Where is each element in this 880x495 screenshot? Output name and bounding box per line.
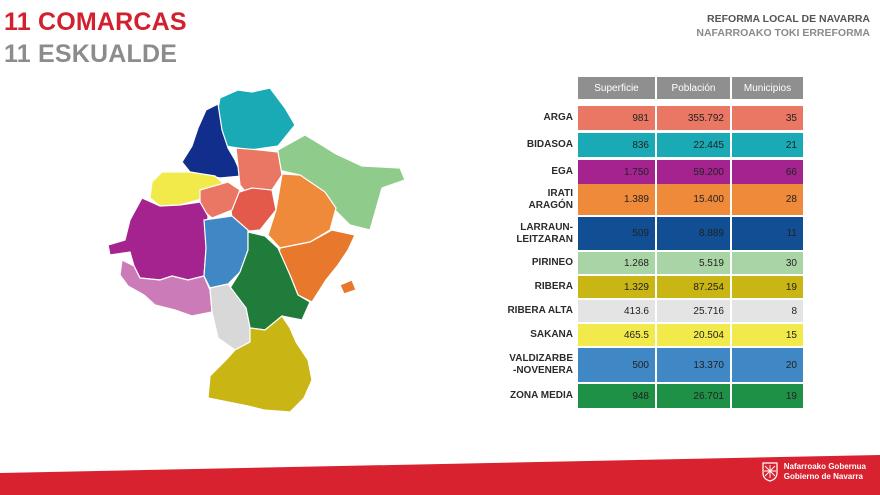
cell-municipios: 20 [732, 348, 803, 382]
row-label: LARRAUN- LEITZARAN [516, 221, 573, 245]
cell-superficie: 948 [578, 384, 655, 408]
cell-municipios: 11 [732, 217, 803, 250]
col-header-municipios: Municipios [732, 77, 803, 99]
gobierno-navarra-logo: Nafarroako Gobernua Gobierno de Navarra [762, 462, 866, 482]
cell-superficie: 413.6 [578, 300, 655, 322]
cell-poblacion: 22.445 [657, 133, 730, 157]
cell-superficie: 836 [578, 133, 655, 157]
col-header-superficie: Superficie [578, 77, 655, 99]
cell-superficie: 1.329 [578, 276, 655, 298]
cell-municipios: 19 [732, 384, 803, 408]
cell-superficie: 465.5 [578, 324, 655, 346]
cell-poblacion: 26.701 [657, 384, 730, 408]
cell-superficie: 1.268 [578, 252, 655, 274]
map-region-valdizarbe [203, 215, 249, 289]
navarra-comarcas-map [107, 87, 406, 413]
row-label: PIRINEO [531, 257, 573, 268]
cell-municipios: 35 [732, 106, 803, 130]
header-reforma: REFORMA LOCAL DE NAVARRA [707, 13, 870, 25]
navarra-shield-icon [762, 462, 778, 482]
row-label: RIBERA ALTA [507, 305, 573, 316]
logo-text-spanish: Gobierno de Navarra [783, 472, 863, 481]
map-region-bidasoa [214, 87, 296, 151]
map-region-arga [235, 147, 283, 196]
cell-municipios: 30 [732, 252, 803, 274]
cell-poblacion: 25.716 [657, 300, 730, 322]
cell-municipios: 28 [732, 184, 803, 215]
cell-poblacion: 5.519 [657, 252, 730, 274]
cell-poblacion: 15.400 [657, 184, 730, 215]
title-eskualde: 11 ESKUALDE [4, 40, 178, 68]
logo-text-basque: Nafarroako Gobernua [783, 462, 866, 471]
cell-municipios: 66 [732, 160, 803, 184]
cell-superficie: 981 [578, 106, 655, 130]
col-header-poblacion: Población [657, 77, 730, 99]
cell-superficie: 1.750 [578, 160, 655, 184]
cell-poblacion: 355.792 [657, 106, 730, 130]
map-region-ega-south [119, 259, 213, 317]
cell-poblacion: 8.889 [657, 217, 730, 250]
row-label: IRATI ARAGÓN [528, 187, 573, 211]
row-label: ARGA [543, 112, 573, 123]
row-label: ZONA MEDIA [510, 390, 573, 401]
cell-poblacion: 59.200 [657, 160, 730, 184]
map-region-larraun [181, 103, 243, 179]
cell-municipios: 15 [732, 324, 803, 346]
row-label: SAKANA [530, 329, 573, 340]
title-comarcas: 11 COMARCAS [4, 8, 187, 36]
cell-superficie: 509 [578, 217, 655, 250]
row-label: BIDASOA [526, 139, 573, 150]
cell-municipios: 21 [732, 133, 803, 157]
cell-poblacion: 13.370 [657, 348, 730, 382]
cell-superficie: 1.389 [578, 184, 655, 215]
footer-red-band [0, 455, 880, 495]
cell-municipios: 8 [732, 300, 803, 322]
row-label: VALDIZARBE -NOVENERA [509, 353, 573, 376]
cell-poblacion: 87.254 [657, 276, 730, 298]
cell-superficie: 500 [578, 348, 655, 382]
cell-municipios: 19 [732, 276, 803, 298]
cell-poblacion: 20.504 [657, 324, 730, 346]
row-label: RIBERA [534, 281, 573, 292]
header-erreforma: NAFARROAKO TOKI ERREFORMA [696, 27, 870, 39]
map-region-ribera [207, 315, 313, 413]
map-region-irati-enclave [339, 279, 357, 295]
row-label: EGA [551, 166, 573, 177]
